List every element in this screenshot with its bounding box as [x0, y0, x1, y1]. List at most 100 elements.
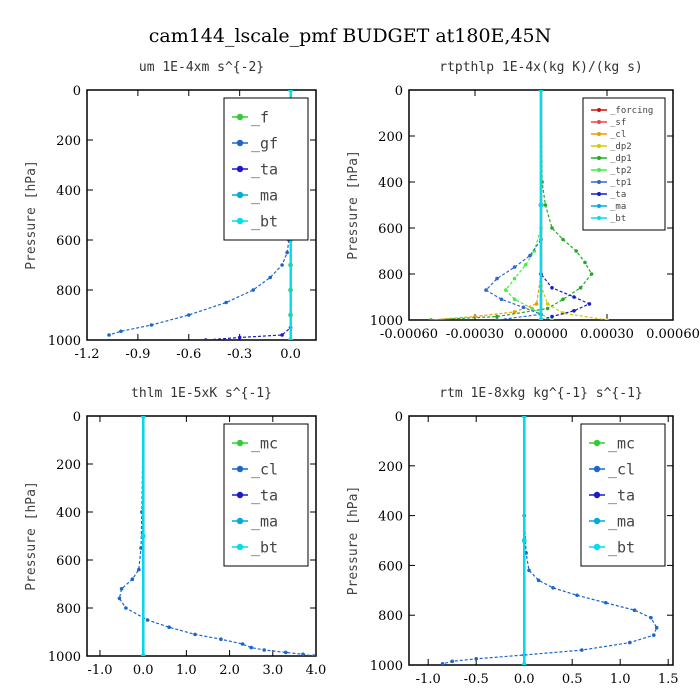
series-point: [550, 318, 554, 320]
legend-swatch-marker: [597, 144, 601, 148]
series-point: [574, 249, 578, 253]
series-point: [550, 314, 554, 319]
series-point: [140, 533, 146, 539]
y-tick-label: 800: [56, 284, 81, 299]
legend-item: _bt: [232, 538, 278, 556]
series-point: [654, 625, 659, 630]
legend-item: _ma: [232, 512, 278, 530]
x-tick-label: -0.5: [464, 672, 489, 687]
legend-label: _mc: [608, 434, 635, 452]
legend: _mc _cl _ta _ma _bt: [223, 423, 309, 567]
series-point: [499, 297, 504, 302]
series-point: [587, 302, 592, 306]
series-point: [140, 416, 146, 419]
series-group: [440, 416, 659, 665]
series-point: [528, 253, 532, 258]
x-tick-label: -0.00030: [446, 327, 504, 342]
series-point: [219, 637, 223, 641]
legend-label: _bt: [610, 214, 626, 224]
series-point: [288, 90, 293, 93]
series-point: [572, 295, 576, 299]
x-tick-label: -0.6: [176, 347, 201, 362]
series-line: [485, 90, 542, 320]
x-tick-label: 2.0: [219, 663, 240, 678]
legend-item: _tp2: [591, 166, 632, 176]
panel-title: rtm 1E-8xkg kg^{-1} s^{-1}: [439, 386, 643, 401]
y-tick-label: 600: [56, 234, 81, 249]
legend-swatch-marker: [236, 113, 244, 121]
y-axis-label: Pressure [hPa]: [24, 160, 39, 270]
series-point: [575, 593, 579, 598]
y-tick-label: 0: [395, 84, 403, 99]
panel-1: um 1E-4xm s^{-2} Pressure [hPa] 0 200 400 600…: [24, 60, 317, 362]
series-point: [523, 263, 528, 267]
legend-label: _cl: [251, 460, 278, 478]
series-point: [521, 305, 526, 310]
legend-item: _ta: [591, 190, 626, 200]
series-point: [429, 318, 433, 320]
legend-swatch-marker: [236, 465, 244, 473]
series-point: [137, 567, 141, 572]
x-tick-label: 0.5: [562, 672, 583, 687]
x-tick-label: -0.3: [227, 347, 252, 362]
series-point: [130, 577, 135, 581]
series-point: [527, 568, 531, 573]
legend-item: _bt: [591, 214, 626, 224]
series-point: [117, 596, 122, 601]
legend-label: _bt: [608, 538, 635, 556]
legend-swatch-marker: [593, 491, 601, 499]
series-point: [550, 226, 554, 230]
y-tick-label: 1000: [370, 659, 403, 674]
legend-item: _cl: [591, 130, 626, 140]
legend-swatch-marker: [593, 543, 601, 551]
legend-label: _gf: [251, 134, 278, 152]
series-point: [578, 286, 583, 290]
legend-label: _cl: [610, 130, 626, 140]
series-point: [280, 263, 284, 267]
legend-swatch-marker: [236, 517, 244, 525]
series-point: [495, 276, 499, 281]
legend-swatch-marker: [593, 465, 601, 473]
series-point: [237, 335, 242, 340]
legend-swatch-marker: [236, 491, 244, 499]
legend-item: _forcing: [591, 106, 653, 116]
legend-item: _sf: [591, 118, 626, 128]
legend-swatch-marker: [597, 156, 601, 160]
series-point: [649, 615, 653, 620]
legend-item: _bt: [589, 538, 635, 556]
panels: um 1E-4xm s^{-2} Pressure [hPa] 0 200 400 600…: [24, 60, 700, 687]
y-tick-label: 1000: [48, 650, 81, 665]
series-point: [605, 318, 609, 320]
series-point: [512, 265, 517, 269]
legend-item: _ta: [589, 486, 635, 504]
series-point: [240, 642, 245, 646]
legend-swatch-marker: [597, 192, 601, 196]
y-tick-label: 200: [378, 130, 403, 145]
series-point: [450, 659, 455, 664]
y-tick-label: 600: [378, 222, 403, 237]
y-tick-label: 0: [73, 410, 81, 425]
legend-item: _mc: [232, 434, 278, 452]
legend-item: _f: [232, 108, 269, 126]
legend-item: _dp2: [591, 142, 632, 152]
legend-label: _ma: [608, 512, 635, 530]
legend-label: _cl: [608, 460, 635, 478]
y-tick-label: 800: [56, 602, 81, 617]
series-point: [561, 297, 565, 302]
x-tick-label: 4.0: [306, 663, 327, 678]
series-point: [538, 202, 544, 208]
series-point: [495, 314, 499, 319]
legend-label: _ta: [610, 190, 626, 200]
series-point: [652, 633, 656, 637]
series-point: [203, 338, 208, 340]
x-tick-label: 0.0: [133, 663, 154, 678]
series-line: [430, 90, 542, 320]
series-point: [285, 250, 289, 255]
series-point: [140, 653, 146, 656]
legend-label: _tp1: [610, 178, 632, 188]
legend-item: _ma: [591, 202, 626, 212]
legend-label: _forcing: [610, 106, 653, 116]
panel-title: thlm 1E-5xK s^{-1}: [131, 386, 272, 401]
legend-item: _gf: [232, 134, 278, 152]
legend-swatch-marker: [597, 168, 601, 172]
